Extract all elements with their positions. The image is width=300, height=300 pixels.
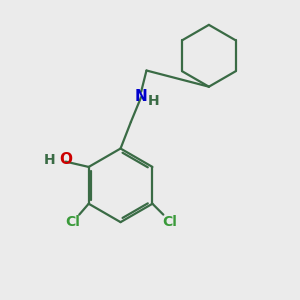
Text: N: N <box>135 89 148 104</box>
Text: H: H <box>148 94 159 107</box>
Text: Cl: Cl <box>65 215 80 229</box>
Text: H: H <box>44 153 55 167</box>
Text: O: O <box>59 152 72 167</box>
Text: Cl: Cl <box>163 215 178 229</box>
